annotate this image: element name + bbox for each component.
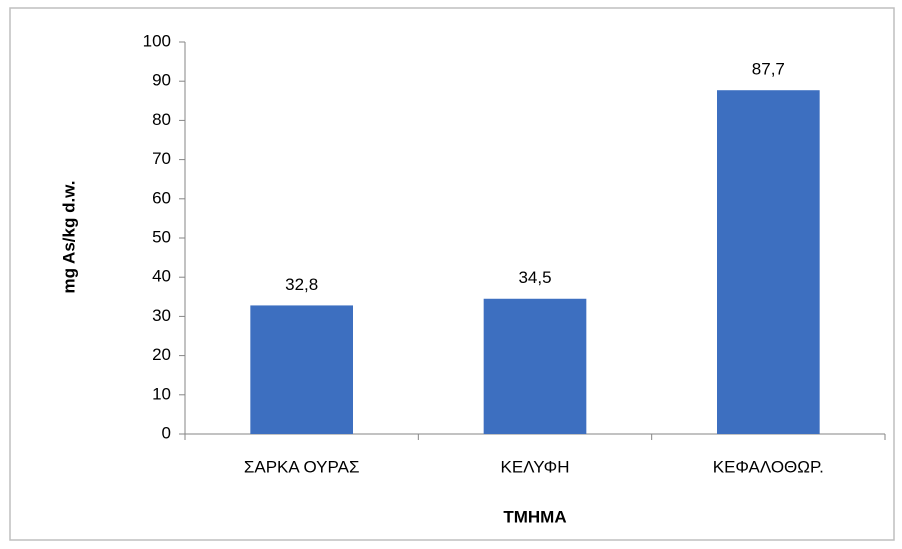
value-label: 87,7 — [752, 60, 785, 79]
bar — [483, 298, 587, 434]
x-tick-label: ΚΕΛΥΦΗ — [501, 457, 570, 476]
y-tick-label: 80 — [152, 110, 171, 129]
y-tick-label: 10 — [152, 384, 171, 403]
y-tick-label: 20 — [152, 345, 171, 364]
y-tick-label: 30 — [152, 306, 171, 325]
bar — [250, 305, 353, 434]
y-tick-label: 40 — [152, 267, 171, 286]
value-label: 32,8 — [285, 275, 318, 294]
x-tick-label: ΣΑΡΚΑ ΟΥΡΑΣ — [244, 457, 360, 476]
value-label: 34,5 — [518, 268, 551, 287]
x-axis-title: ΤΜΗΜΑ — [503, 507, 566, 526]
x-tick-label: ΚΕΦΑΛΟΘΩΡ. — [713, 457, 824, 476]
y-tick-label: 70 — [152, 149, 171, 168]
y-axis-title: mg As/kg d.w. — [59, 180, 78, 293]
bar — [717, 90, 820, 434]
y-tick-label: 90 — [152, 71, 171, 90]
y-tick-label: 50 — [152, 227, 171, 246]
y-tick-label: 100 — [143, 31, 171, 50]
y-tick-label: 60 — [152, 188, 171, 207]
y-tick-label: 0 — [162, 423, 171, 442]
